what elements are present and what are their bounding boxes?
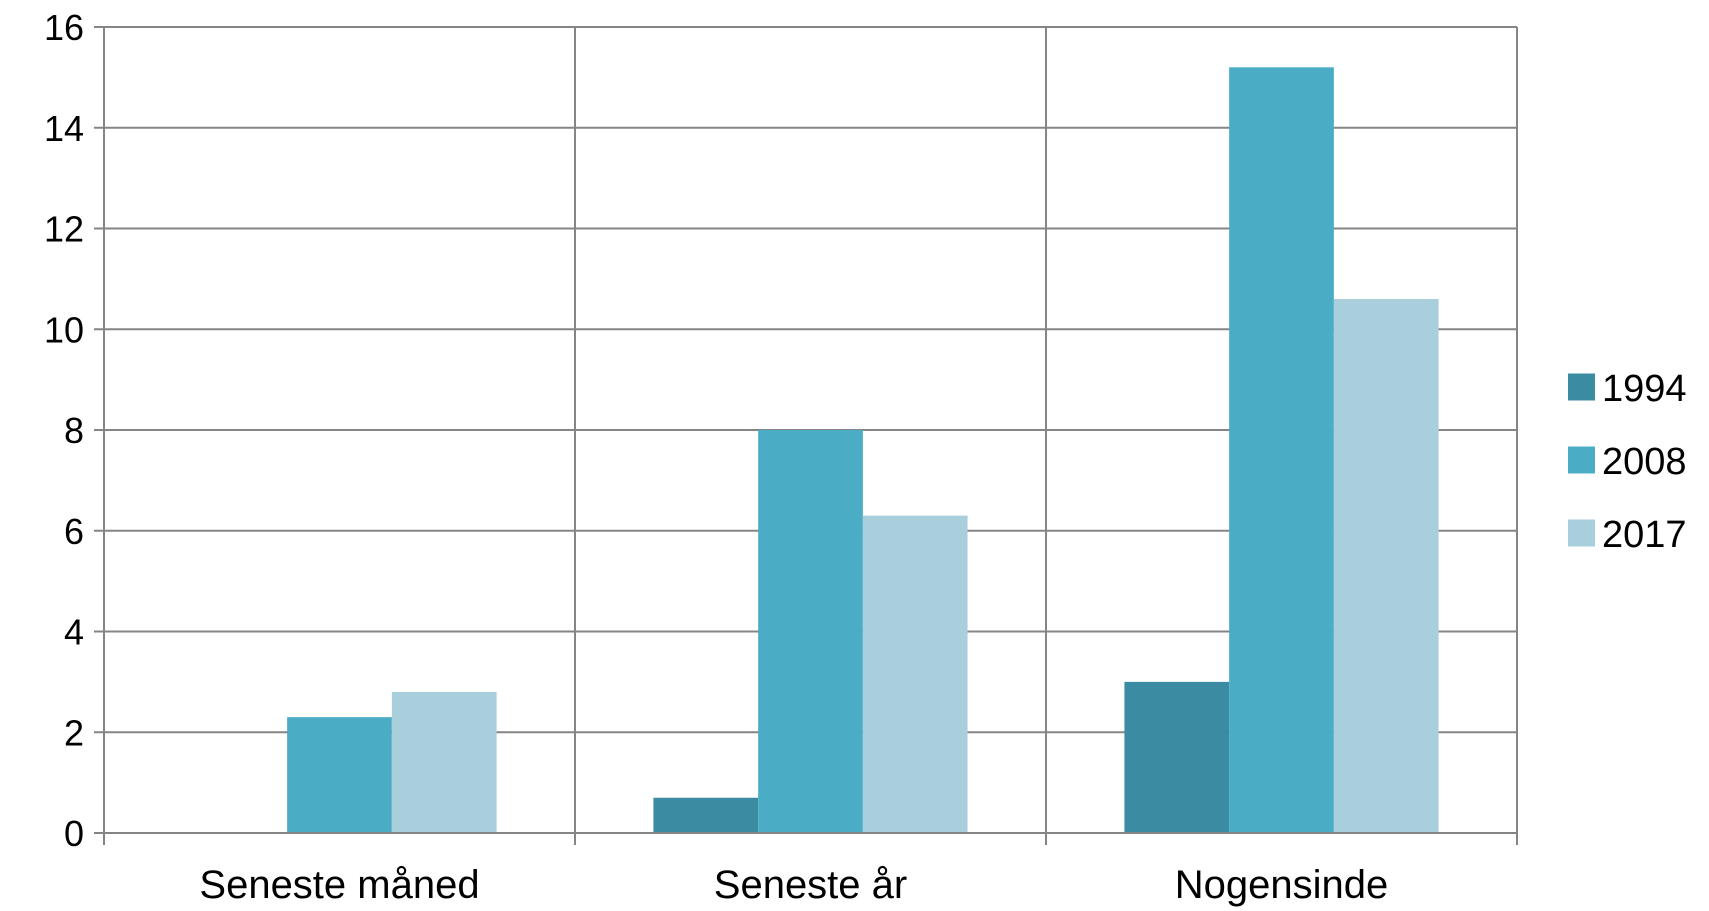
y-tick-label: 16	[44, 7, 84, 48]
y-tick-label: 2	[64, 712, 84, 753]
legend-label-2008: 2008	[1602, 441, 1687, 483]
x-category-label: Seneste år	[714, 863, 907, 907]
bar-2017-0	[391, 691, 497, 833]
x-category-label: Nogensinde	[1175, 863, 1389, 907]
y-tick-label: 6	[64, 511, 84, 552]
y-tick-label: 14	[44, 108, 84, 149]
y-tick-label: 4	[64, 612, 84, 653]
axes	[103, 27, 1517, 834]
bar-1994-2	[1124, 681, 1230, 833]
bar-2017-2	[1333, 299, 1439, 833]
bar-2008-2	[1229, 67, 1334, 834]
bar-1994-1	[653, 797, 759, 833]
x-category-label: Seneste måned	[199, 863, 479, 907]
bar-2017-1	[862, 515, 968, 833]
bar-2008-0	[287, 717, 392, 833]
legend-swatch-2008	[1568, 446, 1595, 474]
y-tick-label: 0	[64, 813, 84, 854]
y-tick-label: 10	[44, 309, 84, 350]
bar-2008-1	[758, 430, 863, 833]
legend-swatch-1994	[1568, 373, 1595, 401]
legend-swatch-2017	[1568, 519, 1595, 547]
y-tick-label: 8	[64, 410, 84, 451]
bars	[287, 67, 1439, 834]
legend: 1994 2008 2017	[1568, 368, 1687, 556]
axis-labels: 0 2 4 6 8 10 12 14 16 Seneste måned Seneste år Noge…	[44, 7, 1388, 907]
legend-label-1994: 1994	[1602, 368, 1687, 410]
y-tick-label: 12	[44, 209, 84, 250]
legend-label-2017: 2017	[1602, 514, 1687, 556]
